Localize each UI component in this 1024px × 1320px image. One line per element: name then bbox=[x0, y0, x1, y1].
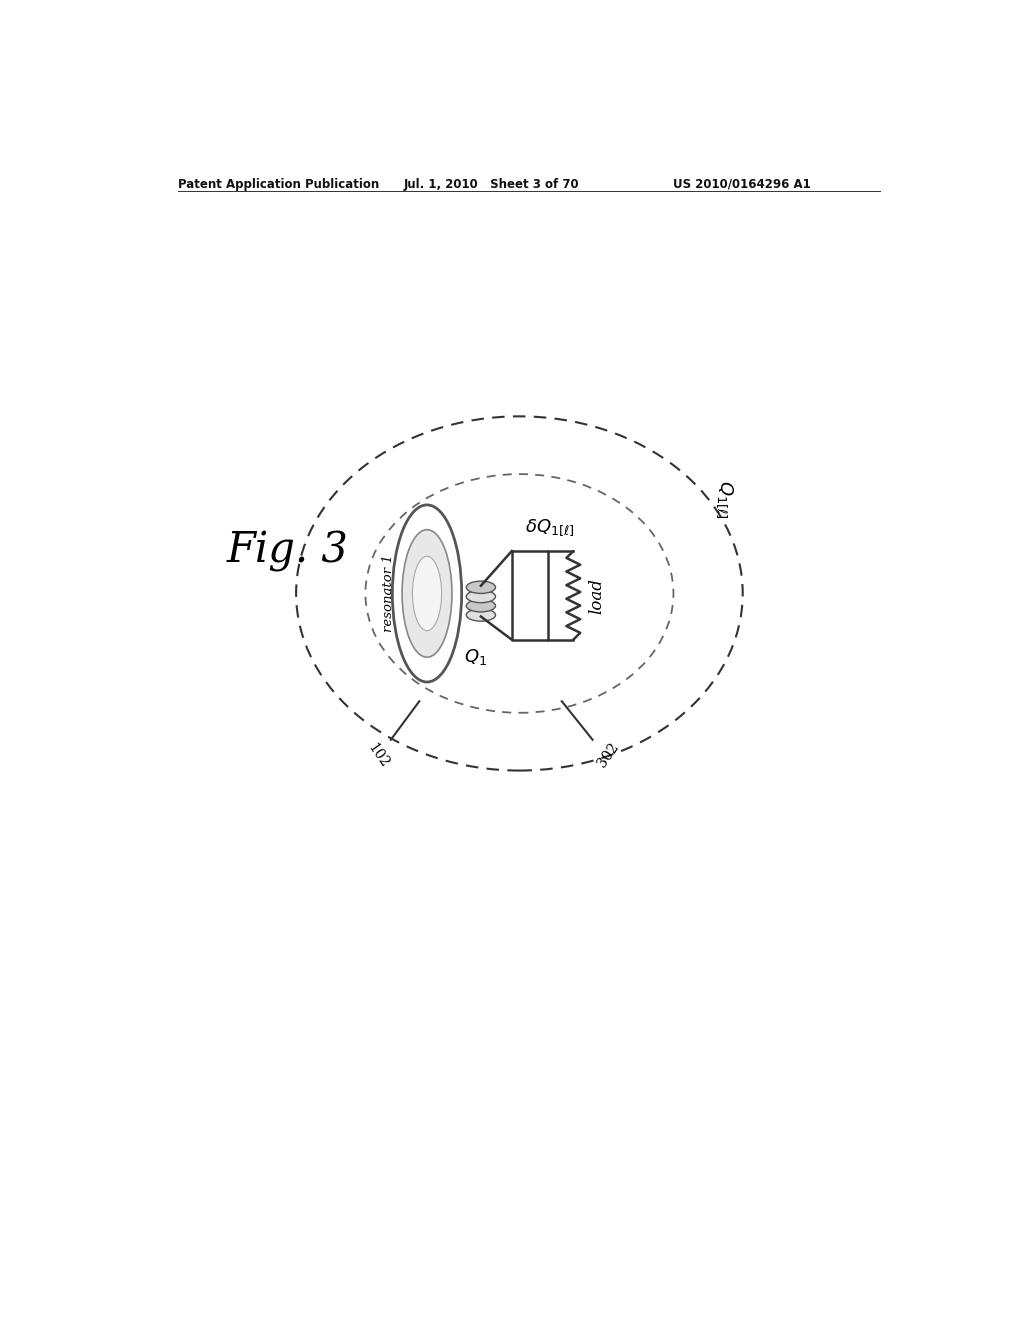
Text: US 2010/0164296 A1: US 2010/0164296 A1 bbox=[674, 178, 811, 190]
Ellipse shape bbox=[466, 581, 496, 594]
Ellipse shape bbox=[466, 590, 496, 603]
Text: $Q_{1}$: $Q_{1}$ bbox=[464, 647, 487, 668]
Ellipse shape bbox=[466, 609, 496, 622]
Ellipse shape bbox=[402, 529, 452, 657]
Text: load: load bbox=[589, 578, 606, 614]
Text: 102: 102 bbox=[366, 741, 392, 770]
Text: Fig. 3: Fig. 3 bbox=[226, 531, 349, 572]
Text: $Q_{1[\ell]}$: $Q_{1[\ell]}$ bbox=[715, 479, 735, 517]
Text: Jul. 1, 2010   Sheet 3 of 70: Jul. 1, 2010 Sheet 3 of 70 bbox=[403, 178, 580, 190]
Text: resonator 1: resonator 1 bbox=[382, 554, 395, 632]
Text: $\delta Q_{1[\ell]}$: $\delta Q_{1[\ell]}$ bbox=[524, 517, 574, 537]
Text: Patent Application Publication: Patent Application Publication bbox=[178, 178, 380, 190]
Text: 302: 302 bbox=[595, 741, 622, 770]
Ellipse shape bbox=[466, 599, 496, 612]
Ellipse shape bbox=[413, 556, 441, 631]
